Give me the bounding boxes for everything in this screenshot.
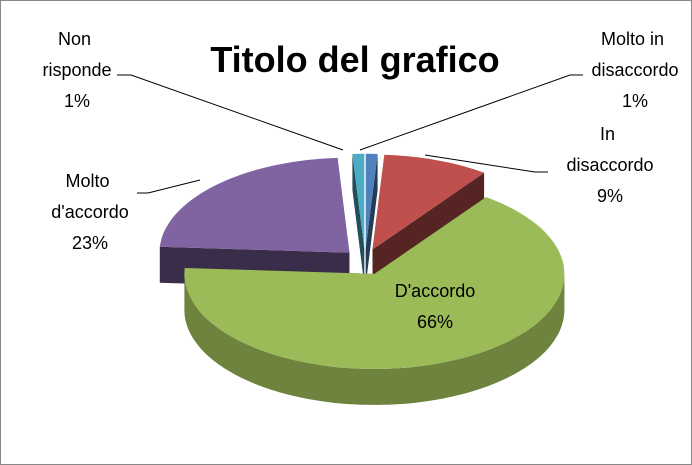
slice-wall [352,154,365,285]
slice [365,153,378,249]
value-label: 23% [72,233,108,253]
value-label: 1% [622,91,648,111]
value-label: 1% [64,91,90,111]
category-label: D'accordo [395,281,475,301]
slice [372,154,485,250]
category-label: In disaccordo [566,124,653,175]
slice [352,153,365,249]
leader-line [137,179,201,194]
chart-title: Titolo del grafico [210,39,499,80]
value-label: 9% [597,186,623,206]
leader-line [359,74,583,151]
slice [184,197,565,369]
category-label: Molto in disaccordo [591,29,678,80]
category-label: Molto d'accordo [51,171,128,222]
leader-line [424,154,548,173]
slice-side [184,273,565,405]
slice-wall [365,154,378,285]
leader-lines [117,74,583,194]
slice [159,157,350,253]
value-label: 66% [417,312,453,332]
pie [159,153,565,405]
category-label: Non risponde [42,29,111,80]
leader-line [117,74,344,151]
